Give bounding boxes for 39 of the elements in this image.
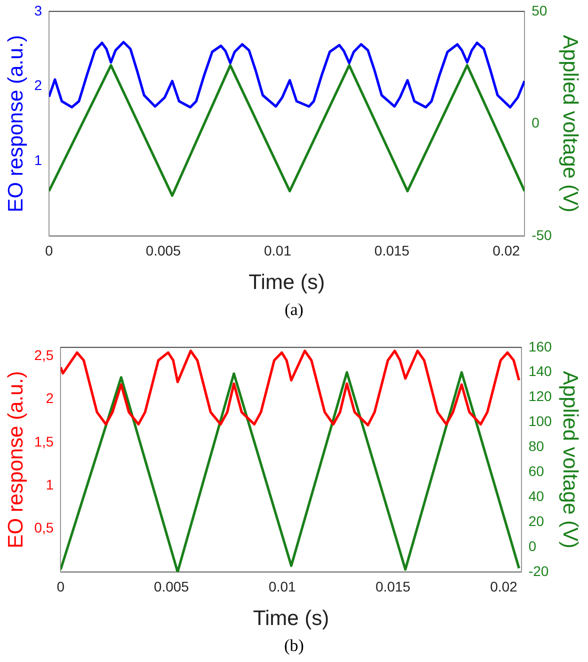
y-tick-label: 2,5	[34, 346, 54, 363]
y2-tick-label: 140	[528, 363, 552, 380]
y2-tick-label: 40	[528, 488, 544, 504]
x-tick-label: 0.005	[146, 242, 182, 258]
x-tick-label: 0.02	[490, 578, 518, 594]
y-tick-label: 1	[46, 476, 54, 492]
y-tick-label: 1	[34, 152, 42, 168]
x-tick-label: 0.015	[374, 242, 410, 258]
y-tick-label: 2	[34, 77, 42, 94]
y-tick-label: 2	[46, 390, 54, 406]
y-tick-label: 1,5	[34, 433, 54, 450]
y2-tick-label: 160	[528, 338, 552, 354]
y2-tick-label: 60	[528, 463, 544, 480]
y2-tick-label: 20	[528, 512, 544, 529]
y2-tick-label: 0	[532, 114, 540, 131]
y2-tick-label: 80	[528, 438, 544, 454]
x-tick-label: 0.005	[154, 578, 190, 594]
x-axis-title: Time (s)	[252, 607, 330, 630]
y2-tick-label: 50	[532, 2, 548, 18]
x-tick-label: 0	[45, 242, 54, 258]
text: (a)	[284, 300, 304, 321]
x-axis-title: Time (s)	[248, 271, 325, 294]
x-tick-label: 0.015	[375, 578, 411, 594]
y-tick-label: 0,5	[34, 520, 54, 536]
x-tick-label: 0.02	[492, 242, 520, 258]
x-tick-label: 0.01	[268, 578, 296, 594]
y2-tick-label: -20	[528, 562, 549, 579]
y-axis-title: EO response (a.u.)	[4, 370, 28, 548]
y2-tick-label: 0	[528, 538, 536, 554]
x-tick-label: 0	[56, 578, 65, 594]
y2-tick-label: -50	[532, 226, 552, 243]
y2-tick-label: 120	[528, 388, 552, 404]
y-axis-title: EO response (a.u.)	[4, 34, 28, 212]
y2-axis-title: Applied voltage (V)	[558, 370, 582, 548]
y2-axis-title: Applied voltage (V)	[558, 34, 582, 212]
y2-tick-label: 100	[528, 413, 552, 430]
y-tick-label: 3	[34, 2, 42, 18]
text: (b)	[283, 636, 305, 657]
x-tick-label: 0.01	[264, 242, 292, 258]
